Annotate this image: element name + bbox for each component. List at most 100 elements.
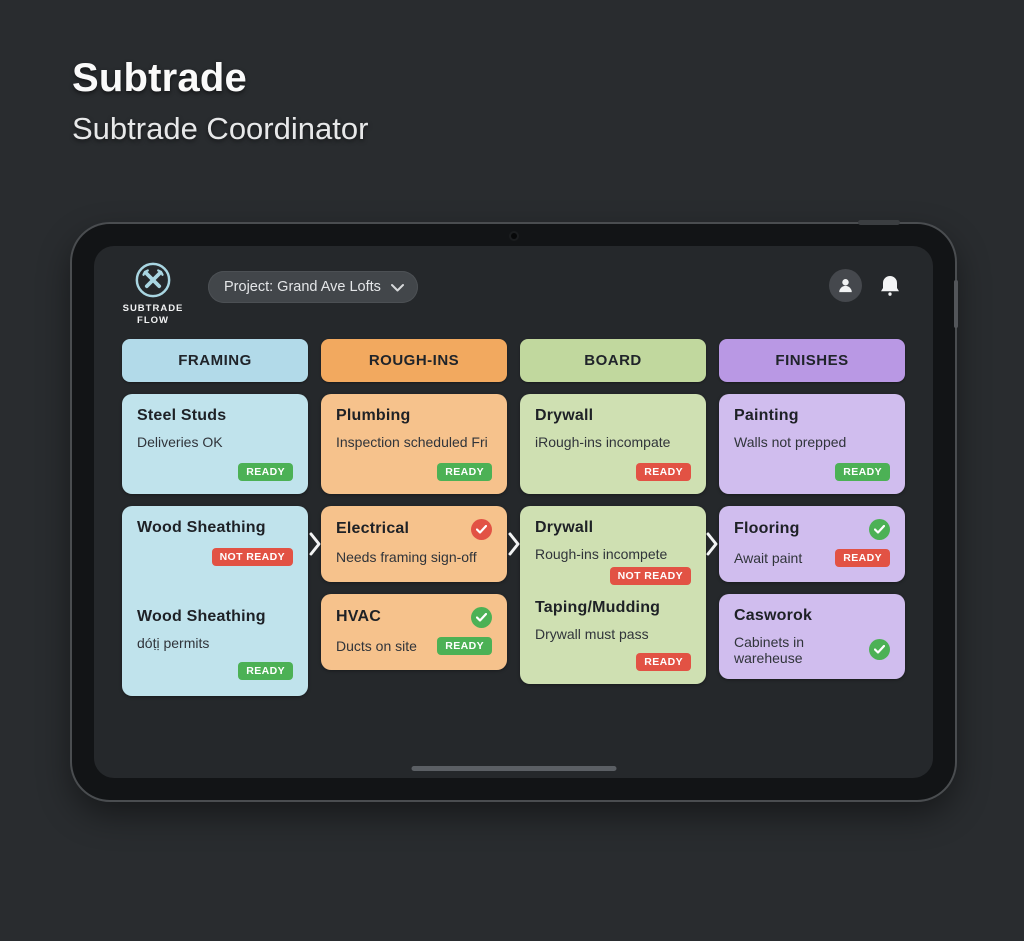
card-badge-row: READY	[137, 462, 293, 481]
card-subtitle: dóṭị permits	[137, 634, 210, 651]
card-subtitle: Deliveries OK	[137, 433, 223, 450]
card-subtitle-row: Await paint READY	[734, 548, 890, 567]
card-subtitle: iRough-ins incompate	[535, 433, 671, 450]
card-entry-head: Taping/Mudding	[535, 599, 691, 617]
card-badge-row: READY	[734, 462, 890, 481]
status-badge: READY	[835, 462, 890, 481]
status-badge: NOT READY	[211, 547, 293, 566]
card-subtitle-row: Cabinets in wareheuse	[734, 634, 890, 666]
card-entry-head: Wood Sheathing	[137, 608, 293, 626]
card-title: Wood Sheathing	[137, 518, 266, 536]
tablet-side-button	[954, 280, 958, 328]
check-icon	[471, 606, 492, 628]
column-framing: FRAMING Steel Studs Deliveries OK READY Wood…	[122, 338, 308, 696]
card-entry: Taping/Mudding Drywall must pass READY	[535, 599, 691, 671]
chevron-right-icon	[308, 531, 322, 557]
task-card[interactable]: Drywall iRough-ins incompate READY	[520, 393, 706, 494]
card-subtitle-row: Rough-ins incompete	[535, 546, 691, 562]
check-icon	[869, 518, 890, 540]
card-badge-row: READY	[137, 661, 293, 680]
user-icon	[839, 279, 852, 293]
task-card[interactable]: Wood Sheathing NOT READY Wood Sheathing dóṭ…	[122, 505, 308, 696]
task-card[interactable]: Casworok Cabinets in wareheuse	[719, 593, 905, 679]
project-selector[interactable]: Project: Grand Ave Lofts	[208, 271, 418, 303]
notifications-button[interactable]	[879, 274, 901, 298]
column-header[interactable]: FRAMING	[122, 338, 308, 382]
card-entry-head: Painting	[734, 407, 890, 425]
column-header[interactable]: FINISHES	[719, 338, 905, 382]
task-card[interactable]: HVAC Ducts on site READY	[321, 593, 507, 670]
card-subtitle: Needs framing sign-off	[336, 548, 477, 565]
avatar-button[interactable]	[829, 269, 862, 302]
card-entry: Drywall iRough-ins incompate READY	[535, 407, 691, 481]
status-badge: READY	[437, 636, 492, 655]
card-badge-row: NOT READY	[535, 566, 691, 585]
card-entry: Drywall Rough-ins incompete NOT READY	[535, 519, 691, 585]
column-board: BOARD Drywall iRough-ins incompate READY Dry…	[520, 338, 706, 696]
column-header[interactable]: ROUGH-INS	[321, 338, 507, 382]
kanban-board: FRAMING Steel Studs Deliveries OK READY Wood…	[94, 338, 933, 778]
card-title: Casworok	[734, 606, 813, 624]
card-badge-row: READY	[535, 462, 691, 481]
card-title: Electrical	[336, 520, 410, 538]
card-badge-row: READY	[535, 652, 691, 671]
card-entry-head: Plumbing	[336, 407, 492, 425]
task-card[interactable]: Flooring Await paint READY	[719, 505, 905, 582]
card-subtitle-row: dóṭị permits	[137, 635, 293, 651]
card-subtitle: Drywall must pass	[535, 625, 649, 642]
task-card[interactable]: Painting Walls not prepped READY	[719, 393, 905, 494]
card-title: Wood Sheathing	[137, 607, 266, 625]
task-card[interactable]: Electrical Needs framing sign-off	[321, 505, 507, 582]
home-indicator[interactable]	[411, 766, 616, 771]
page-title: Subtrade	[72, 56, 247, 100]
card-entry-head: Drywall	[535, 407, 691, 425]
chevron-down-icon	[390, 283, 404, 291]
task-card[interactable]: Plumbing Inspection scheduled Fri READY	[321, 393, 507, 494]
column-rough-ins: ROUGH-INS Plumbing Inspection scheduled Fr…	[321, 338, 507, 696]
app-brand-text: SUBTRADE FLOW	[122, 303, 184, 326]
card-entry-head: Electrical	[336, 518, 492, 540]
topbar-actions	[829, 269, 901, 302]
card-entry: HVAC Ducts on site READY	[336, 606, 492, 657]
card-title: Plumbing	[336, 406, 411, 424]
card-badge-row: NOT READY	[137, 547, 293, 566]
card-subtitle-row: Drywall must pass	[535, 626, 691, 642]
card-title: Drywall	[535, 406, 594, 424]
card-badge-row: READY	[336, 462, 492, 481]
chevron-right-icon	[705, 531, 719, 557]
column-finishes: FINISHES Painting Walls not prepped READY Fl…	[719, 338, 905, 696]
card-subtitle: Walls not prepped	[734, 433, 847, 450]
column-header[interactable]: BOARD	[520, 338, 706, 382]
card-entry: Electrical Needs framing sign-off	[336, 518, 492, 569]
card-subtitle-row: Walls not prepped	[734, 434, 890, 450]
card-title: Taping/Mudding	[535, 598, 661, 616]
board-columns: FRAMING Steel Studs Deliveries OK READY Wood…	[122, 338, 905, 696]
card-subtitle-row: iRough-ins incompate	[535, 434, 691, 450]
task-card[interactable]: Drywall Rough-ins incompete NOT READY Tapin…	[520, 505, 706, 684]
card-title: HVAC	[336, 608, 381, 626]
card-entry-head: HVAC	[336, 606, 492, 628]
status-badge: READY	[636, 652, 691, 671]
task-card[interactable]: Steel Studs Deliveries OK READY	[122, 393, 308, 494]
status-badge: READY	[238, 661, 293, 680]
crossed-tools-icon	[135, 262, 171, 298]
card-subtitle-row: Inspection scheduled Fri	[336, 434, 492, 450]
card-entry-head: Casworok	[734, 607, 890, 625]
card-subtitle: Cabinets in wareheuse	[734, 633, 805, 666]
card-entry: Casworok Cabinets in wareheuse	[734, 607, 890, 666]
card-title: Flooring	[734, 520, 800, 538]
tablet-camera	[510, 233, 517, 239]
card-subtitle-row: Deliveries OK	[137, 434, 293, 450]
card-entry-head: Steel Studs	[137, 407, 293, 425]
chevron-right-icon	[507, 531, 521, 557]
card-entry: Painting Walls not prepped READY	[734, 407, 890, 481]
status-badge: READY	[238, 462, 293, 481]
card-subtitle-row: Needs framing sign-off	[336, 549, 492, 565]
card-entry: Wood Sheathing NOT READY	[137, 519, 293, 594]
bell-icon	[881, 275, 899, 296]
card-subtitle: Inspection scheduled Fri	[336, 433, 488, 450]
check-icon	[869, 639, 890, 661]
card-entry: Steel Studs Deliveries OK READY	[137, 407, 293, 481]
card-entry-head: Wood Sheathing	[137, 519, 293, 537]
card-subtitle-row: Ducts on site READY	[336, 636, 492, 655]
